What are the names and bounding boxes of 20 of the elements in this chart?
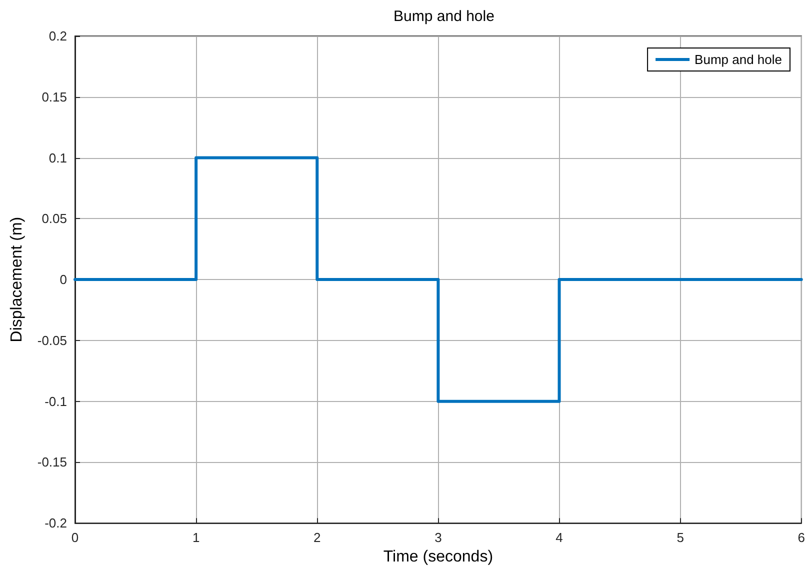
x-tick-label: 3 — [434, 530, 442, 546]
x-tick-label: 0 — [71, 530, 79, 546]
y-tick-label: 0.15 — [42, 89, 67, 104]
x-tick-label: 2 — [314, 530, 321, 546]
y-tick-label: -0.1 — [44, 394, 67, 409]
y-tick-label: 0 — [60, 272, 67, 288]
x-tick-label: 4 — [556, 530, 563, 546]
x-tick-label: 5 — [676, 530, 684, 546]
y-tick-label: -0.2 — [44, 516, 67, 531]
x-tick-label: 6 — [798, 530, 805, 546]
chart-title: Bump and hole — [394, 8, 494, 25]
y-tick-label: -0.15 — [37, 454, 67, 470]
y-axis-title: Displacement (m) — [8, 216, 26, 342]
x-tick-label: 1 — [192, 530, 200, 546]
y-tick-label: 0.2 — [48, 28, 67, 44]
y-tick-label: 0.05 — [42, 211, 67, 226]
y-tick-label: -0.05 — [37, 332, 67, 348]
y-tick-label: 0.1 — [48, 150, 67, 166]
legend-label: Bump and hole — [694, 52, 782, 67]
x-axis-title: Time (seconds) — [383, 548, 494, 566]
